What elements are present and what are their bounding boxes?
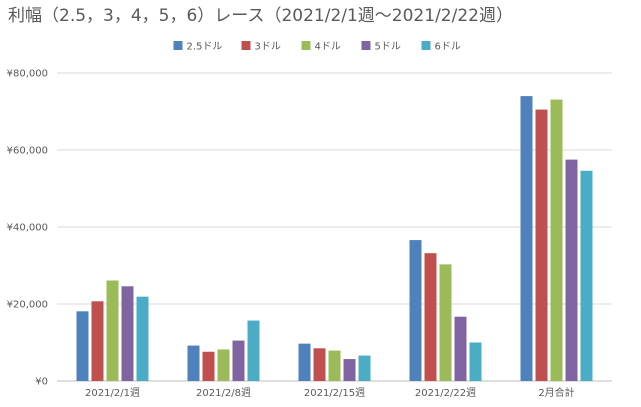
bar xyxy=(565,159,578,381)
x-tick-label: 2021/2/22週 xyxy=(415,387,476,399)
bar xyxy=(424,253,437,381)
legend-label: 4ドル xyxy=(315,42,341,53)
bar xyxy=(91,301,104,381)
bar xyxy=(520,96,533,381)
bar xyxy=(187,345,200,381)
bar xyxy=(550,99,563,381)
legend-label: 2.5ドル xyxy=(187,42,223,53)
legend-item: 3ドル xyxy=(241,41,281,53)
legend-label: 5ドル xyxy=(375,42,401,53)
x-tick-label: 2021/2/8週 xyxy=(196,387,251,399)
x-axis-ticks: 2021/2/1週 2021/2/8週 2021/2/15週 2021/2/22週 2月… xyxy=(85,386,575,399)
legend-swatch xyxy=(241,41,251,50)
bar xyxy=(358,355,371,381)
legend-label: 6ドル xyxy=(435,42,461,53)
legend-item: 2.5ドル xyxy=(173,41,223,53)
y-tick-label: ¥40,000 xyxy=(7,223,48,234)
bar xyxy=(106,280,119,381)
bar xyxy=(328,350,341,381)
legend-item: 5ドル xyxy=(361,41,401,53)
legend-item: 4ドル xyxy=(301,41,341,53)
legend-item: 6ドル xyxy=(421,41,461,53)
x-tick-label: 2021/2/1週 xyxy=(85,387,140,399)
gridlines xyxy=(57,72,612,382)
y-tick-label: ¥60,000 xyxy=(7,146,48,157)
bar xyxy=(121,286,134,381)
legend-swatch xyxy=(361,41,371,50)
legend-swatch xyxy=(421,41,431,50)
bar xyxy=(217,349,230,381)
chart-title: 利幅（2.5，3，4，5，6）レース（2021/2/1週〜2021/2/22週） xyxy=(8,6,513,26)
bar xyxy=(76,311,89,381)
bar xyxy=(454,316,467,381)
y-tick-label: ¥80,000 xyxy=(7,69,48,80)
bar xyxy=(298,343,311,381)
legend-swatch xyxy=(301,41,311,50)
legend: 2.5ドル 3ドル 4ドル 5ドル 6ドル xyxy=(173,41,461,53)
bar xyxy=(409,240,422,381)
bar xyxy=(136,296,149,381)
x-tick-label: 2021/2/15週 xyxy=(304,387,365,399)
bar xyxy=(232,340,245,381)
y-axis-ticks: ¥0 ¥20,000 ¥40,000 ¥60,000 ¥80,000 xyxy=(7,69,48,388)
bar xyxy=(202,351,215,381)
y-tick-label: ¥0 xyxy=(35,377,48,388)
bar xyxy=(469,342,482,381)
bar xyxy=(535,109,548,381)
bar xyxy=(343,359,356,381)
bar xyxy=(247,320,260,381)
bars xyxy=(76,96,593,381)
y-tick-label: ¥20,000 xyxy=(7,300,48,311)
x-tick-label: 2月合計 xyxy=(538,386,574,399)
bar xyxy=(313,348,326,381)
bar xyxy=(439,264,452,381)
legend-label: 3ドル xyxy=(255,42,281,53)
legend-swatch xyxy=(173,41,183,50)
bar xyxy=(580,170,593,381)
